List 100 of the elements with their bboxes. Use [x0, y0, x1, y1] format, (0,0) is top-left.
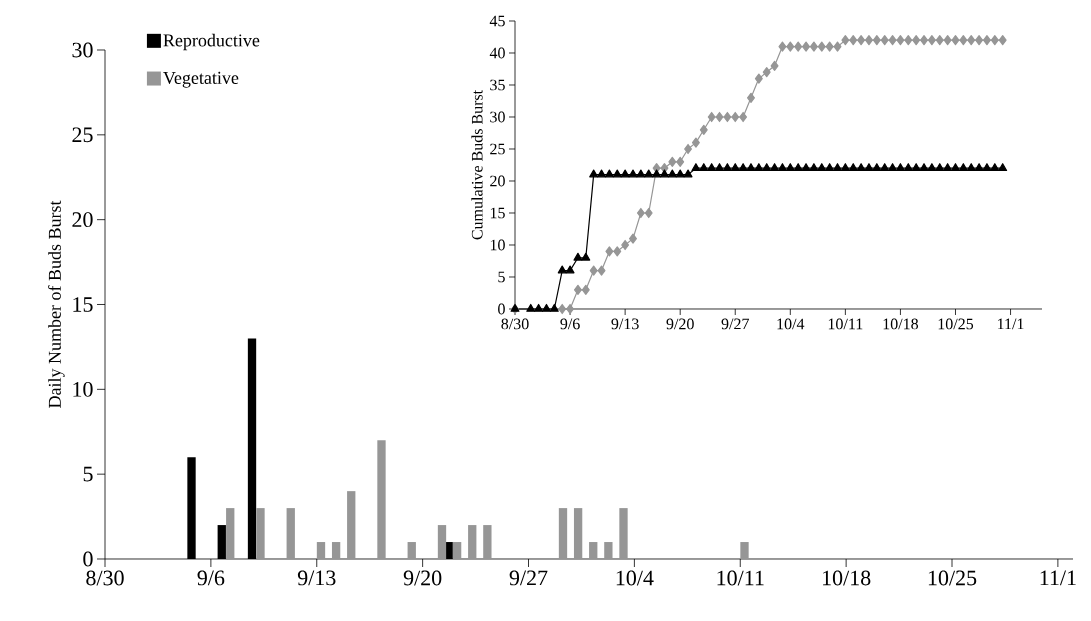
- legend-label: Reproductive: [163, 33, 260, 51]
- bar: [437, 525, 447, 559]
- bar: [331, 542, 341, 559]
- point: [778, 41, 787, 52]
- x-tick-label: 10/11: [717, 570, 764, 586]
- point: [825, 41, 834, 52]
- point: [723, 111, 732, 123]
- point: [904, 35, 913, 46]
- x-tick-label: 9/27: [509, 570, 548, 586]
- y-tick-label: 25: [490, 143, 505, 155]
- x-tick-label: 11/1: [998, 318, 1024, 330]
- y-tick-label: 45: [489, 15, 505, 27]
- point: [605, 246, 614, 257]
- point: [715, 111, 724, 123]
- point: [558, 303, 567, 315]
- point: [707, 111, 716, 123]
- point: [747, 92, 755, 103]
- x-tick-label: 10/4: [616, 570, 654, 586]
- point: [809, 41, 818, 52]
- point: [896, 35, 905, 46]
- x-tick-label: 10/11: [828, 318, 863, 330]
- point: [676, 156, 685, 167]
- point: [636, 207, 645, 219]
- point: [990, 35, 999, 46]
- point: [762, 67, 771, 78]
- y-tick-label: 15: [490, 207, 505, 219]
- point: [967, 35, 976, 46]
- point: [566, 303, 575, 315]
- point: [739, 111, 748, 123]
- y-tick-label: 20: [490, 175, 505, 187]
- x-tick-label: 10/18: [883, 318, 919, 330]
- point: [841, 35, 850, 46]
- point: [684, 143, 693, 155]
- bar: [286, 508, 295, 559]
- bar: [573, 508, 583, 559]
- y-tick-label: 30: [490, 111, 505, 123]
- bar: [452, 542, 462, 559]
- point: [754, 73, 763, 84]
- point: [621, 239, 630, 251]
- point: [613, 246, 622, 257]
- y-tick-label: 35: [490, 79, 505, 91]
- point: [959, 35, 968, 46]
- point: [794, 41, 803, 52]
- y-tick-label: 40: [489, 47, 505, 59]
- legend-label: Vegetative: [163, 71, 239, 88]
- point: [802, 41, 811, 52]
- x-tick-label: 10/25: [928, 570, 977, 586]
- x-tick-label: 9/6: [560, 318, 580, 330]
- bar: [256, 508, 265, 559]
- bar: [619, 508, 628, 559]
- point: [699, 124, 708, 135]
- point: [668, 156, 677, 167]
- x-tick-label: 10/4: [777, 318, 805, 330]
- point: [880, 35, 889, 46]
- point: [920, 35, 928, 46]
- point: [872, 35, 881, 46]
- bar: [468, 525, 477, 559]
- point: [786, 41, 795, 52]
- y-tick-label: 10: [73, 381, 93, 397]
- bar: [226, 508, 235, 559]
- bar: [483, 525, 492, 559]
- y-tick-label: 0: [83, 551, 93, 567]
- point: [982, 35, 991, 46]
- x-tick-label: 9/13: [297, 570, 336, 586]
- y-tick-label: 20: [72, 212, 93, 228]
- x-tick-label: 11/1: [1040, 570, 1076, 586]
- x-tick-label: 10/25: [938, 318, 974, 330]
- point: [833, 41, 842, 52]
- x-tick-label: 9/13: [611, 318, 639, 330]
- bar: [407, 542, 416, 559]
- y-tick-label: 5: [83, 466, 93, 482]
- point: [817, 41, 826, 52]
- x-tick-label: 9/20: [403, 570, 442, 586]
- point: [849, 35, 858, 46]
- point: [770, 60, 779, 71]
- point: [998, 35, 1007, 46]
- x-tick-label: 9/20: [666, 318, 694, 330]
- x-tick-label: 9/6: [197, 570, 225, 586]
- bar: [347, 491, 356, 559]
- bar: [604, 542, 613, 559]
- point: [935, 35, 944, 46]
- x-tick-label: 9/27: [721, 318, 750, 330]
- bar: [740, 542, 749, 559]
- point: [573, 284, 582, 295]
- y-tick-label: 0: [498, 303, 505, 315]
- point: [589, 265, 598, 276]
- point: [731, 111, 740, 123]
- bar: [558, 508, 568, 559]
- bar: [316, 542, 326, 559]
- x-tick-label: 8/30: [86, 570, 124, 586]
- point: [857, 35, 866, 46]
- point: [975, 35, 984, 46]
- y-tick-label: 30: [72, 42, 93, 58]
- point: [629, 233, 637, 244]
- bar: [377, 440, 386, 559]
- point: [888, 35, 897, 46]
- point: [927, 35, 936, 46]
- point: [864, 35, 873, 46]
- x-tick-label: 8/30: [501, 318, 529, 330]
- y-tick-label: 10: [490, 239, 505, 251]
